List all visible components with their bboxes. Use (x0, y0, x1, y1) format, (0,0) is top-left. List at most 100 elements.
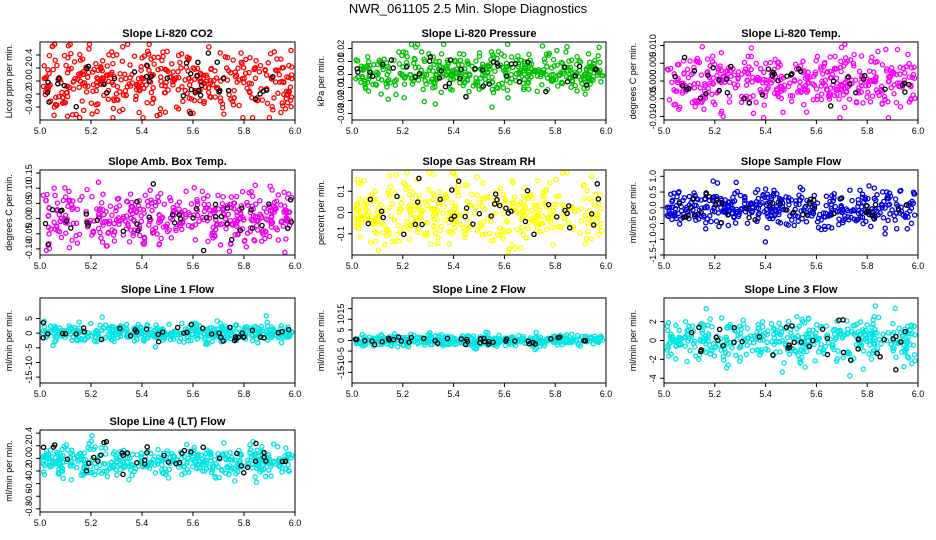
data-point (561, 215, 567, 222)
data-point (762, 186, 769, 192)
data-point (385, 96, 392, 103)
data-point (237, 457, 243, 464)
data-point (554, 62, 560, 68)
data-point (526, 51, 532, 58)
data-point (145, 51, 152, 57)
data-point (682, 343, 689, 349)
data-point (879, 202, 885, 208)
data-point (788, 197, 795, 203)
highlighted-point (84, 65, 90, 72)
data-point (386, 205, 393, 211)
data-point (409, 81, 416, 87)
x-tick-label: 5.2 (709, 389, 722, 399)
data-point (481, 194, 488, 201)
data-point (595, 200, 602, 207)
data-point (705, 338, 711, 344)
data-point (133, 93, 139, 99)
data-point (515, 63, 521, 70)
data-point (749, 347, 756, 354)
data-point (124, 83, 131, 90)
highlighted-point (355, 69, 361, 75)
data-point (736, 323, 743, 330)
highlighted-point (421, 335, 427, 342)
data-points (352, 329, 606, 353)
data-point (231, 200, 237, 206)
data-point (219, 104, 226, 111)
data-point (689, 323, 696, 329)
data-point (194, 455, 201, 462)
data-point (882, 205, 888, 211)
data-point (242, 70, 249, 76)
highlighted-point (56, 75, 62, 82)
highlighted-point (427, 54, 434, 60)
data-point (353, 205, 359, 212)
data-point (763, 79, 769, 86)
data-point (133, 209, 139, 216)
highlighted-point (592, 66, 599, 73)
data-point (89, 193, 95, 200)
data-point (882, 225, 888, 231)
highlighted-point (197, 92, 204, 99)
data-point (783, 194, 789, 200)
chart-panel-3: Slope Li-820 Temp.degrees C per min.5.0 5… (628, 28, 924, 136)
highlighted-point (775, 77, 781, 84)
data-point (259, 97, 266, 103)
data-point (842, 55, 849, 61)
highlighted-point (783, 324, 790, 331)
highlighted-point (830, 78, 837, 85)
y-tick-label: 5 (336, 327, 346, 332)
data-point (735, 332, 741, 338)
x-tick-label: 5.8 (238, 126, 251, 136)
data-point (275, 192, 282, 198)
data-point (138, 213, 144, 219)
data-point (394, 231, 400, 238)
data-point (482, 72, 488, 79)
highlighted-point (200, 247, 207, 254)
data-point (774, 191, 780, 197)
data-point (141, 85, 147, 92)
data-point (517, 229, 523, 235)
data-point (431, 193, 438, 199)
data-point (768, 321, 775, 327)
data-point (212, 473, 218, 480)
data-point (100, 325, 107, 332)
highlighted-point (512, 60, 519, 67)
data-point (164, 448, 171, 454)
data-point (596, 69, 602, 76)
data-point (234, 209, 240, 215)
data-point (113, 453, 119, 460)
highlighted-point (725, 212, 731, 218)
data-point (881, 93, 888, 100)
data-point (892, 217, 898, 223)
highlighted-point (882, 86, 888, 92)
data-point (550, 241, 556, 248)
data-point (360, 75, 366, 81)
highlighted-point (681, 54, 688, 61)
y-tick-label: 0.2 (24, 62, 34, 75)
data-point (725, 323, 732, 329)
data-point (73, 464, 80, 471)
data-point (882, 96, 888, 103)
data-point (742, 66, 749, 72)
highlighted-point (864, 203, 870, 209)
data-point (542, 193, 548, 200)
data-point (541, 70, 547, 76)
data-point (902, 214, 909, 220)
data-point (266, 114, 273, 120)
data-point (797, 79, 803, 85)
data-point (288, 94, 295, 100)
data-point (410, 60, 417, 66)
data-point (527, 191, 534, 197)
data-point (692, 99, 699, 105)
data-point (504, 42, 511, 48)
data-point (183, 188, 189, 195)
data-point (550, 71, 556, 78)
data-point (785, 318, 792, 325)
x-tick-label: 5.8 (861, 389, 874, 399)
data-point (64, 113, 71, 120)
data-point (871, 313, 877, 320)
data-point (446, 240, 453, 247)
data-point (859, 191, 866, 198)
y-tick-label: 0.01 (336, 53, 346, 71)
